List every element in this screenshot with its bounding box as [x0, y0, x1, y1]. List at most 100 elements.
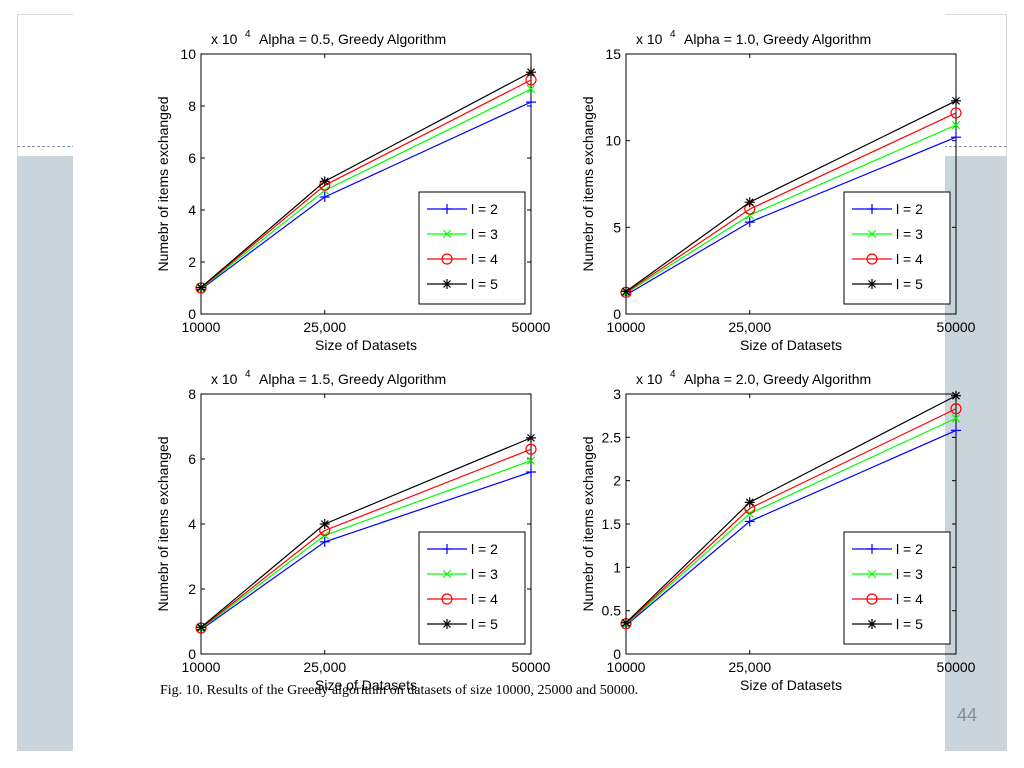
- legend-label: l = 5: [471, 616, 498, 632]
- chart-svg: 0 2 4 6 8 10 10000 25,000 50000 x 10 4 Alpha = 0.5,…: [155, 29, 551, 353]
- figure-panel: 0 2 4 6 8 10 10000 25,000 50000 x 10 4 Alpha = 0.5,…: [73, 0, 976, 768]
- y-tick-label: 3: [613, 386, 621, 402]
- y-tick-label: 1: [613, 559, 621, 575]
- data-point: [196, 622, 206, 633]
- legend-label: l = 2: [471, 201, 498, 217]
- legend-marker: [442, 619, 452, 629]
- legend-marker: [867, 619, 877, 629]
- legend-label: l = 3: [896, 226, 923, 242]
- x-tick-label: 10000: [607, 659, 646, 675]
- y-tick-label: 10: [605, 133, 621, 149]
- data-point: [951, 120, 961, 130]
- legend: l = 2 l = 3 l = 4 l = 5: [418, 191, 526, 305]
- y-tick-label: 4: [188, 202, 196, 218]
- y-tick-label: 0: [188, 306, 196, 322]
- data-point: [525, 443, 537, 455]
- x-tick-label: 25,000: [303, 659, 346, 675]
- legend-label: l = 5: [896, 616, 923, 632]
- data-point: [526, 456, 536, 465]
- y-tick-label: 15: [605, 46, 621, 62]
- legend-label: l = 4: [896, 251, 923, 267]
- data-point: [526, 67, 536, 78]
- legend-marker: [867, 544, 877, 554]
- chart-alpha-2-0: 0 0.5 1 1.5 2 2.5 3 10000 25,000 50000 x 10 4 Alpha …: [558, 360, 998, 693]
- data-point: [319, 192, 330, 202]
- legend-label: l = 3: [471, 226, 498, 242]
- plot-area-frame: [200, 53, 532, 315]
- x-tick-label: 25,000: [728, 319, 771, 335]
- data-point: [950, 107, 962, 119]
- data-point: [951, 414, 961, 423]
- x-tick-label: 10000: [182, 659, 221, 675]
- y-tick-label: 0: [613, 646, 621, 662]
- y-tick-label: 5: [613, 219, 621, 235]
- data-point: [526, 467, 536, 477]
- y-tick-label: 0: [188, 646, 196, 662]
- data-point: [744, 497, 755, 508]
- legend-label: l = 4: [471, 251, 498, 267]
- x-tick-label: 50000: [937, 319, 976, 335]
- axis-exponent-label: x 10: [636, 31, 663, 47]
- legend-box: [843, 191, 951, 305]
- y-tick-label: 1.5: [602, 516, 622, 532]
- legend-marker: [866, 593, 878, 605]
- axis-exponent-power: 4: [670, 29, 676, 40]
- chart-alpha-0-5: 0 2 4 6 8 10 10000 25,000 50000 x 10 4 Alpha = 0.5,…: [141, 20, 581, 353]
- y-tick-label: 2: [188, 254, 196, 270]
- x-tick-label: 10000: [607, 319, 646, 335]
- chart-alpha-1-0: 0 5 10 15 10000 25,000 50000 x 10 4 Alpha = 1.0, …: [558, 20, 998, 353]
- data-point: [196, 282, 206, 293]
- data-point: [319, 176, 330, 187]
- legend-marker: [442, 569, 452, 579]
- legend-label: l = 3: [471, 566, 498, 582]
- legend: l = 2 l = 3 l = 4 l = 5: [843, 531, 951, 645]
- data-point: [621, 617, 631, 628]
- legend-label: l = 5: [471, 276, 498, 292]
- x-tick-label: 50000: [512, 319, 551, 335]
- data-point: [951, 390, 961, 401]
- chart-title: Alpha = 0.5, Greedy Algorithm: [259, 31, 446, 47]
- legend-marker: [441, 593, 453, 605]
- chart-title: Alpha = 2.0, Greedy Algorithm: [684, 371, 871, 387]
- data-point: [526, 97, 536, 108]
- axis-exponent-label: x 10: [636, 371, 663, 387]
- axis-exponent-label: x 10: [211, 31, 238, 47]
- x-axis-label: Size of Datasets: [315, 677, 417, 693]
- legend-label: l = 4: [471, 591, 498, 607]
- legend: l = 2 l = 3 l = 4 l = 5: [418, 531, 526, 645]
- data-point: [319, 536, 330, 547]
- y-axis-label: Numebr of items exchanged: [155, 96, 171, 271]
- legend-box: [843, 531, 951, 645]
- data-point: [744, 217, 755, 228]
- y-tick-label: 10: [180, 46, 196, 62]
- data-point: [744, 197, 755, 208]
- legend-label: l = 2: [896, 201, 923, 217]
- x-tick-label: 10000: [182, 319, 221, 335]
- slide-number: 44: [957, 705, 978, 725]
- legend-label: l = 2: [471, 541, 498, 557]
- figure-caption: Fig. 10. Results of the Greedy algorithm…: [160, 683, 639, 698]
- data-point: [621, 286, 631, 297]
- x-tick-label: 50000: [937, 659, 976, 675]
- x-tick-label: 50000: [512, 659, 551, 675]
- y-tick-label: 8: [188, 386, 196, 402]
- data-point: [951, 95, 961, 106]
- legend-label: l = 3: [896, 566, 923, 582]
- chart-svg: 0 2 4 6 8 10000 25,000 50000 x 10 4 Alpha = 1.5, G…: [155, 369, 551, 693]
- legend-label: l = 5: [896, 276, 923, 292]
- y-tick-label: 6: [188, 451, 196, 467]
- x-axis-label: Size of Datasets: [315, 337, 417, 353]
- legend-marker: [867, 569, 877, 579]
- data-point: [526, 432, 536, 443]
- legend-box: [418, 531, 526, 645]
- axis-exponent-power: 4: [245, 29, 251, 40]
- series-line: [625, 112, 957, 293]
- legend-box: [418, 191, 526, 305]
- legend-marker: [442, 544, 452, 554]
- chart-title: Alpha = 1.5, Greedy Algorithm: [259, 371, 446, 387]
- legend-marker: [442, 204, 452, 214]
- axis-exponent-power: 4: [245, 369, 251, 380]
- axis-exponent-power: 4: [670, 369, 676, 380]
- y-tick-label: 2.5: [602, 429, 622, 445]
- y-tick-label: 2: [188, 581, 196, 597]
